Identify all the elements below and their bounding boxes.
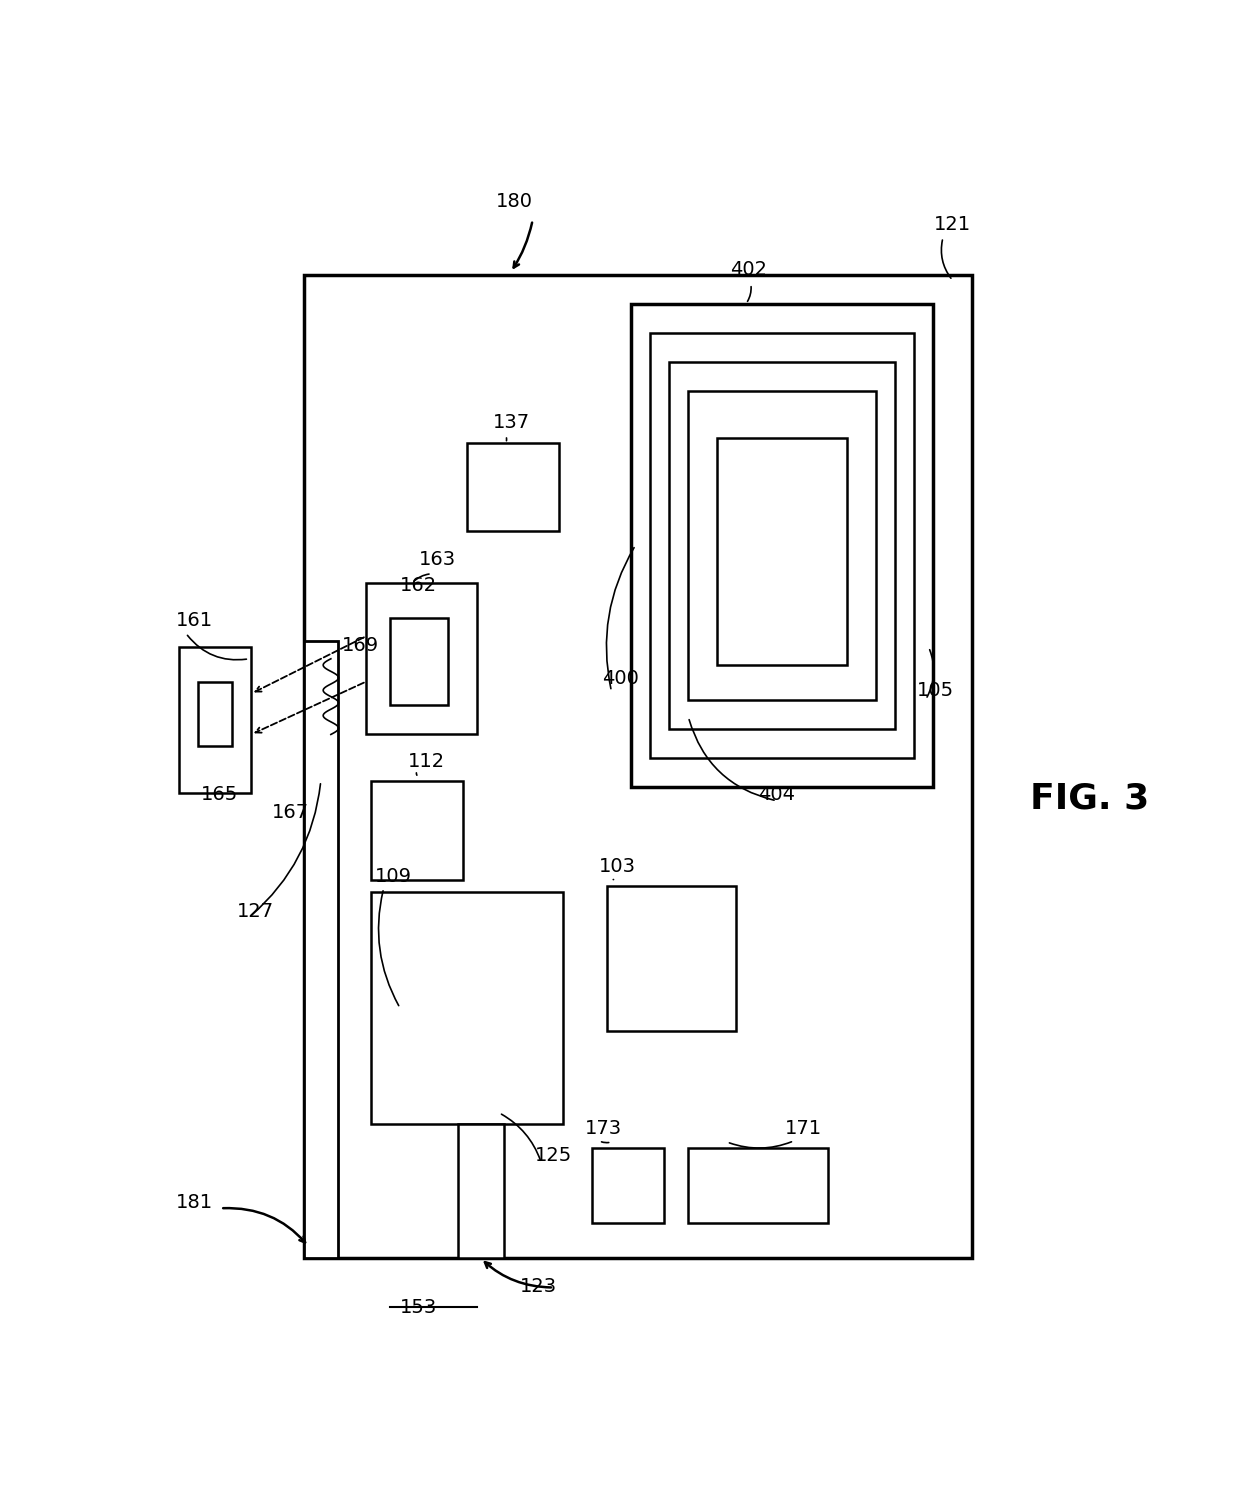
Bar: [631, 304, 934, 786]
Text: 162: 162: [401, 576, 438, 594]
Text: 180: 180: [496, 192, 533, 210]
Bar: [367, 584, 477, 735]
Bar: [458, 1125, 503, 1258]
Text: 105: 105: [918, 680, 955, 700]
Bar: [371, 782, 463, 880]
Text: 404: 404: [759, 785, 796, 804]
Text: 169: 169: [341, 637, 378, 655]
Text: 109: 109: [374, 866, 412, 886]
Text: 112: 112: [408, 751, 445, 771]
Bar: [717, 437, 847, 665]
Bar: [467, 443, 558, 531]
Text: 163: 163: [419, 550, 456, 569]
Text: 137: 137: [494, 413, 531, 432]
Text: 171: 171: [785, 1119, 822, 1139]
Bar: [371, 892, 563, 1125]
Text: 400: 400: [601, 668, 639, 688]
Text: 161: 161: [176, 611, 213, 629]
Bar: [391, 618, 448, 705]
Bar: [198, 682, 232, 745]
Text: 123: 123: [521, 1276, 557, 1296]
Text: 127: 127: [237, 901, 274, 921]
Text: 125: 125: [534, 1146, 572, 1166]
Bar: [593, 1148, 665, 1223]
Text: 153: 153: [401, 1297, 438, 1317]
Bar: [670, 361, 895, 729]
Bar: [304, 641, 337, 1258]
Bar: [304, 275, 972, 1258]
Text: 121: 121: [934, 215, 971, 234]
Bar: [650, 333, 914, 758]
Bar: [688, 392, 875, 700]
Text: 181: 181: [176, 1193, 213, 1211]
Bar: [179, 647, 250, 792]
Text: 173: 173: [584, 1119, 621, 1139]
Bar: [606, 886, 737, 1031]
Bar: [688, 1148, 828, 1223]
Text: 165: 165: [201, 785, 238, 804]
Text: 103: 103: [599, 857, 636, 877]
Text: 167: 167: [273, 803, 309, 823]
Text: 402: 402: [729, 260, 766, 280]
Text: FIG. 3: FIG. 3: [1029, 782, 1148, 815]
